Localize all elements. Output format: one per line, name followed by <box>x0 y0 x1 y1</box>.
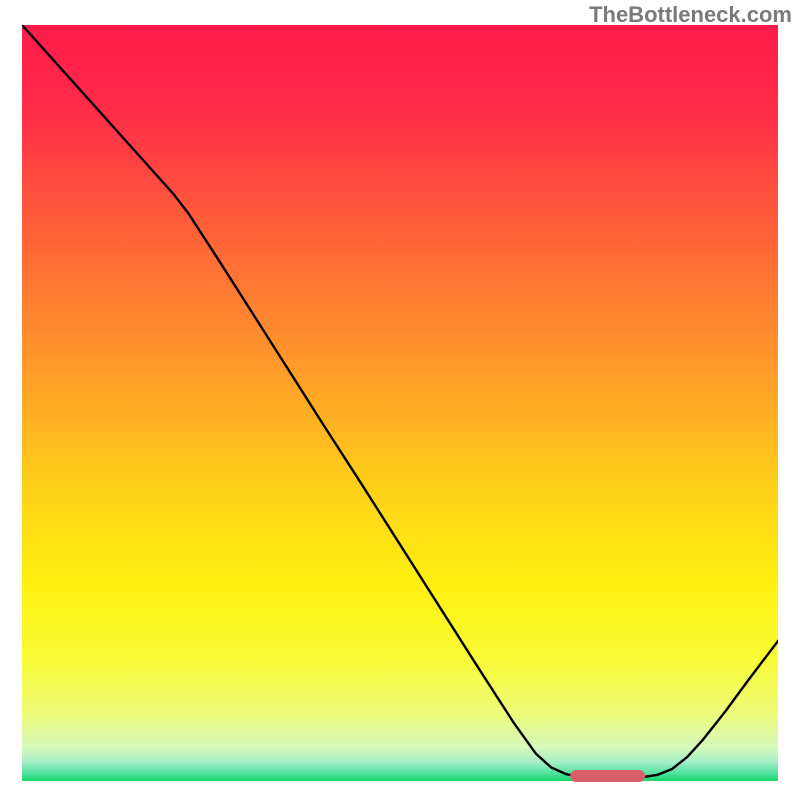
plot-area <box>22 25 778 778</box>
optimal-marker <box>570 770 646 782</box>
chart-container: TheBottleneck.com <box>0 0 800 800</box>
curve-line <box>22 25 778 778</box>
watermark-text: TheBottleneck.com <box>589 2 792 28</box>
